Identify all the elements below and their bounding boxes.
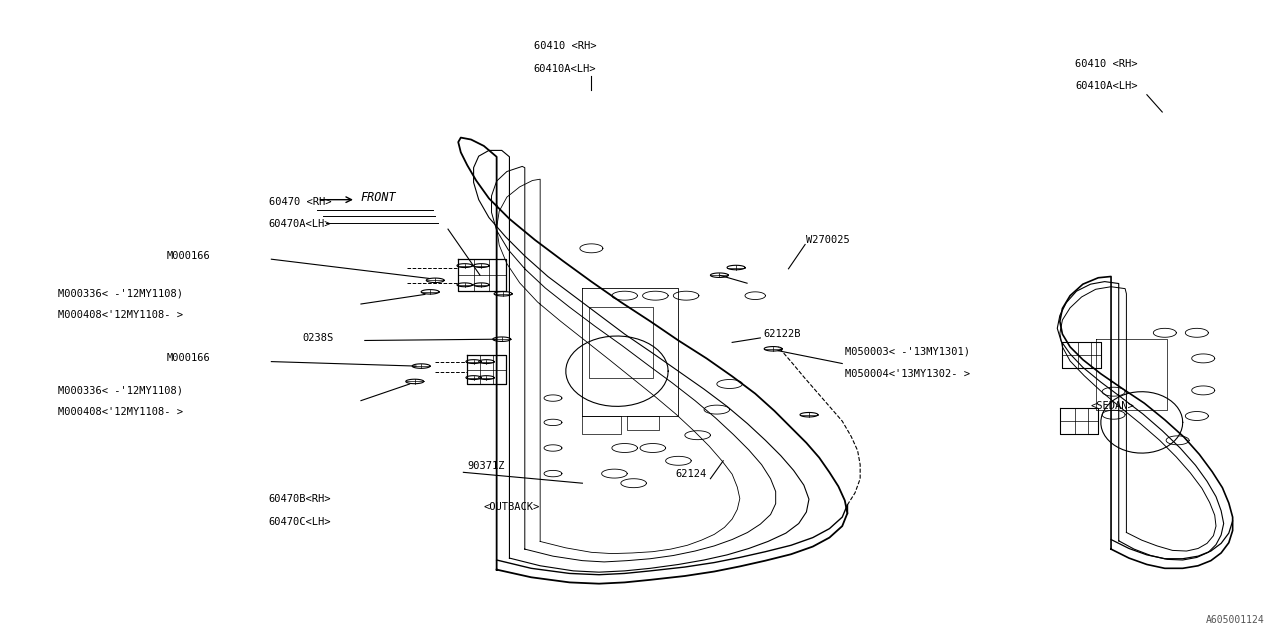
Text: M050004<'13MY1302- >: M050004<'13MY1302- > [845,369,970,380]
Text: 60470C<LH>: 60470C<LH> [269,516,332,527]
Text: 90371Z: 90371Z [467,461,504,471]
Text: 62124: 62124 [676,468,707,479]
Text: FRONT: FRONT [361,191,397,204]
Text: 60410 <RH>: 60410 <RH> [1075,59,1138,69]
Text: 60410 <RH>: 60410 <RH> [534,41,596,51]
Text: 60410A<LH>: 60410A<LH> [534,64,596,74]
Text: M000408<'12MY1108- >: M000408<'12MY1108- > [58,407,183,417]
Text: 60410A<LH>: 60410A<LH> [1075,81,1138,92]
Text: A605001124: A605001124 [1206,614,1265,625]
Text: 62122B: 62122B [763,329,800,339]
Text: M000408<'12MY1108- >: M000408<'12MY1108- > [58,310,183,320]
Text: 60470 <RH>: 60470 <RH> [269,196,332,207]
Text: 60470B<RH>: 60470B<RH> [269,494,332,504]
Text: M000166: M000166 [166,353,210,364]
Text: 60470A<LH>: 60470A<LH> [269,219,332,229]
Text: 0238S: 0238S [302,333,333,343]
Text: M050003< -'13MY1301): M050003< -'13MY1301) [845,347,970,357]
Text: M000166: M000166 [166,251,210,261]
Text: M000336< -'12MY1108): M000336< -'12MY1108) [58,288,183,298]
Text: W270025: W270025 [806,235,850,245]
Text: <OUTBACK>: <OUTBACK> [484,502,540,512]
Text: <SEDAN>: <SEDAN> [1091,401,1134,412]
Text: M000336< -'12MY1108): M000336< -'12MY1108) [58,385,183,396]
